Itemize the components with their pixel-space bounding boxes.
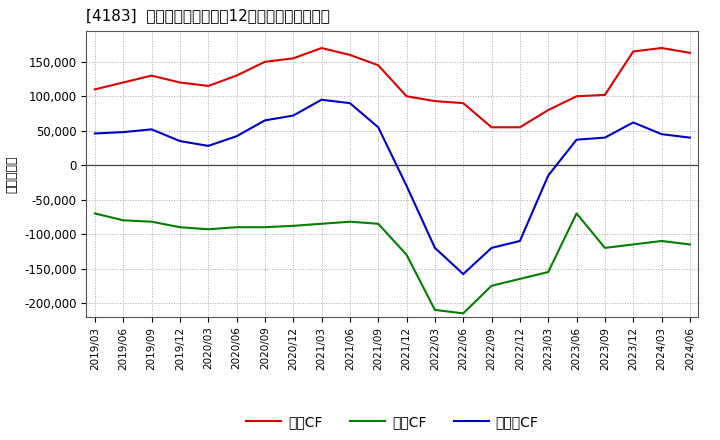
Text: [4183]  キャッシュフローの12か月移動合計の推移: [4183] キャッシュフローの12か月移動合計の推移 xyxy=(86,7,330,23)
フリーCF xyxy=(289,113,297,118)
投資CF xyxy=(629,242,637,247)
フリーCF xyxy=(431,245,439,250)
投資CF xyxy=(346,219,354,224)
投資CF xyxy=(289,223,297,228)
投資CF xyxy=(516,276,524,282)
営業CF xyxy=(431,99,439,104)
フリーCF xyxy=(91,131,99,136)
営業CF xyxy=(544,107,552,113)
フリーCF xyxy=(459,271,467,277)
投資CF xyxy=(402,252,411,257)
営業CF xyxy=(261,59,269,64)
投資CF xyxy=(176,224,184,230)
営業CF xyxy=(119,80,127,85)
営業CF xyxy=(346,52,354,58)
フリーCF xyxy=(119,129,127,135)
Y-axis label: （百万円）: （百万円） xyxy=(6,155,19,193)
フリーCF xyxy=(233,134,241,139)
投資CF xyxy=(685,242,694,247)
フリーCF xyxy=(346,100,354,106)
投資CF xyxy=(204,227,212,232)
Line: 投資CF: 投資CF xyxy=(95,213,690,313)
営業CF xyxy=(600,92,609,98)
営業CF xyxy=(685,50,694,55)
フリーCF xyxy=(516,238,524,244)
フリーCF xyxy=(402,183,411,188)
投資CF xyxy=(148,219,156,224)
フリーCF xyxy=(148,127,156,132)
営業CF xyxy=(402,94,411,99)
フリーCF xyxy=(657,132,666,137)
営業CF xyxy=(516,125,524,130)
投資CF xyxy=(233,224,241,230)
投資CF xyxy=(431,307,439,312)
投資CF xyxy=(572,211,581,216)
営業CF xyxy=(148,73,156,78)
フリーCF xyxy=(572,137,581,142)
営業CF xyxy=(572,94,581,99)
投資CF xyxy=(657,238,666,244)
営業CF xyxy=(289,56,297,61)
投資CF xyxy=(544,269,552,275)
投資CF xyxy=(261,224,269,230)
投資CF xyxy=(119,218,127,223)
フリーCF xyxy=(318,97,326,103)
投資CF xyxy=(600,245,609,250)
営業CF xyxy=(487,125,496,130)
Line: 営業CF: 営業CF xyxy=(95,48,690,127)
営業CF xyxy=(204,83,212,88)
営業CF xyxy=(629,49,637,54)
フリーCF xyxy=(204,143,212,149)
投資CF xyxy=(487,283,496,289)
投資CF xyxy=(318,221,326,227)
営業CF xyxy=(459,100,467,106)
フリーCF xyxy=(176,139,184,144)
フリーCF xyxy=(374,125,382,130)
Legend: 営業CF, 投資CF, フリーCF: 営業CF, 投資CF, フリーCF xyxy=(240,410,544,435)
営業CF xyxy=(91,87,99,92)
Line: フリーCF: フリーCF xyxy=(95,100,690,274)
フリーCF xyxy=(261,118,269,123)
投資CF xyxy=(459,311,467,316)
フリーCF xyxy=(544,173,552,178)
フリーCF xyxy=(629,120,637,125)
営業CF xyxy=(176,80,184,85)
営業CF xyxy=(657,45,666,51)
フリーCF xyxy=(600,135,609,140)
投資CF xyxy=(91,211,99,216)
営業CF xyxy=(318,45,326,51)
営業CF xyxy=(233,73,241,78)
フリーCF xyxy=(685,135,694,140)
投資CF xyxy=(374,221,382,227)
フリーCF xyxy=(487,245,496,250)
営業CF xyxy=(374,62,382,68)
